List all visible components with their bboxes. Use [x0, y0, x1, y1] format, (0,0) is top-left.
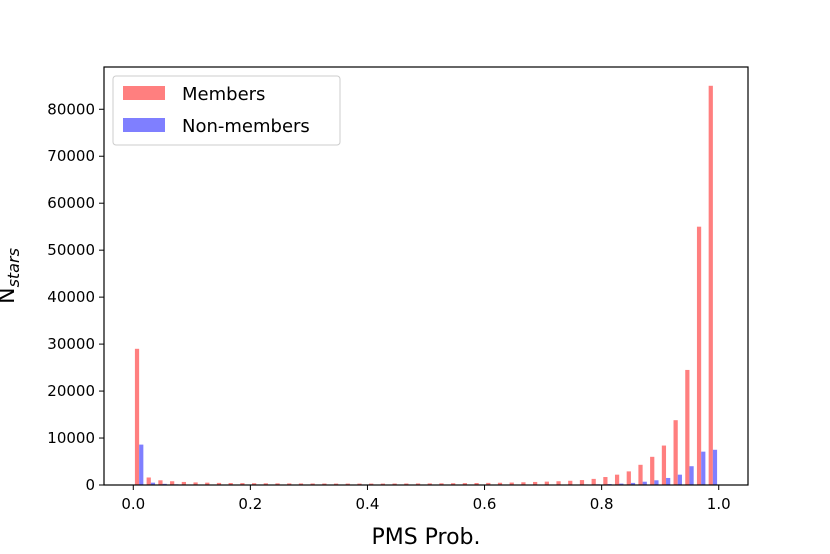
bar-members-5: [193, 482, 198, 485]
bar-non-members-42: [630, 482, 636, 485]
bar-members-47: [685, 369, 690, 485]
bar-members-26: [439, 483, 444, 485]
bar-members-4: [181, 481, 186, 485]
y-tick-label: 70000: [47, 147, 95, 165]
bar-members-11: [263, 483, 268, 485]
bar-members-40: [603, 477, 608, 485]
bar-non-members-46: [677, 474, 682, 485]
bar-members-20: [369, 483, 374, 485]
bar-members-1: [146, 477, 151, 485]
x-tick-label: 0.4: [356, 495, 380, 513]
x-tick-label: 1.0: [707, 495, 731, 513]
bar-non-members-48: [701, 451, 706, 485]
bar-members-15: [310, 483, 315, 485]
bar-members-6: [205, 482, 210, 485]
bar-members-16: [322, 483, 327, 485]
legend-box: [112, 75, 341, 146]
bar-non-members-1: [150, 482, 156, 485]
bars-layer: [134, 85, 718, 485]
bar-members-24: [415, 483, 421, 485]
bar-members-29: [474, 483, 479, 485]
bar-members-27: [451, 483, 456, 485]
bar-members-7: [216, 482, 222, 485]
bar-non-members-0: [139, 444, 144, 485]
bar-members-17: [333, 483, 339, 485]
legend-swatch-members: [123, 86, 165, 100]
y-tick-label: 60000: [47, 194, 95, 212]
bar-members-3: [170, 481, 175, 485]
bar-members-18: [345, 483, 350, 485]
bar-non-members-41: [619, 483, 624, 485]
bar-members-45: [661, 445, 667, 485]
y-axis: 0 10000 20000 30000 40000 50000 60000 70000 8000…: [47, 100, 104, 494]
bar-members-39: [591, 478, 596, 485]
bar-non-members-45: [666, 477, 671, 485]
bar-members-10: [252, 483, 257, 485]
bar-members-43: [638, 464, 643, 485]
bar-members-42: [626, 471, 631, 485]
bar-members-34: [533, 481, 538, 485]
x-tick-label: 0.0: [121, 495, 145, 513]
bar-members-30: [486, 482, 491, 485]
bar-members-41: [614, 474, 620, 485]
bar-members-28: [462, 483, 467, 485]
bar-non-members-49: [712, 449, 718, 485]
x-tick-label: 0.6: [473, 495, 497, 513]
legend-label-members: Members: [182, 84, 265, 105]
bar-members-13: [287, 483, 292, 485]
y-tick-label: 80000: [47, 100, 95, 118]
y-tick-label: 10000: [47, 429, 95, 447]
bar-members-14: [298, 483, 304, 485]
bar-members-22: [392, 483, 397, 485]
y-axis-label-base: N: [0, 287, 20, 303]
plot-frame: [103, 66, 749, 486]
bar-members-2: [158, 480, 163, 485]
y-tick-label: 0: [85, 476, 95, 494]
bar-members-46: [673, 420, 678, 485]
legend: Members Non-members: [112, 75, 341, 146]
bar-non-members-47: [689, 466, 694, 485]
y-axis-label-subscript: stars: [4, 248, 23, 287]
y-tick-label: 20000: [47, 382, 95, 400]
x-axis-label: PMS Prob.: [371, 525, 480, 550]
y-tick-label: 50000: [47, 241, 95, 259]
bar-members-35: [544, 481, 549, 485]
bar-non-members-43: [642, 481, 647, 485]
bar-members-38: [579, 480, 585, 485]
bar-members-32: [509, 482, 514, 485]
legend-label-non-members: Non-members: [182, 116, 310, 137]
y-tick-label: 30000: [47, 335, 95, 353]
bar-members-37: [568, 480, 573, 485]
bar-members-12: [275, 483, 280, 485]
bar-members-31: [497, 482, 503, 485]
x-tick-label: 0.8: [590, 495, 614, 513]
bar-members-36: [556, 481, 561, 485]
bar-members-49: [708, 85, 713, 485]
bar-members-21: [380, 483, 386, 485]
bar-members-23: [404, 483, 409, 485]
bar-members-25: [427, 483, 432, 485]
bar-members-48: [696, 226, 702, 485]
x-tick-label: 0.2: [238, 495, 262, 513]
bar-members-9: [240, 483, 245, 485]
bar-members-0: [134, 348, 140, 485]
bar-members-19: [357, 483, 362, 485]
bar-non-members-44: [654, 480, 659, 485]
legend-swatch-non-members: [123, 118, 165, 132]
bar-members-33: [521, 482, 526, 485]
bar-members-44: [650, 456, 655, 485]
bar-members-8: [228, 483, 233, 485]
x-axis: 0.0 0.2 0.4 0.6 0.8 1.0: [121, 485, 731, 513]
y-axis-label: Nstars: [0, 248, 23, 304]
y-tick-label: 40000: [47, 288, 95, 306]
